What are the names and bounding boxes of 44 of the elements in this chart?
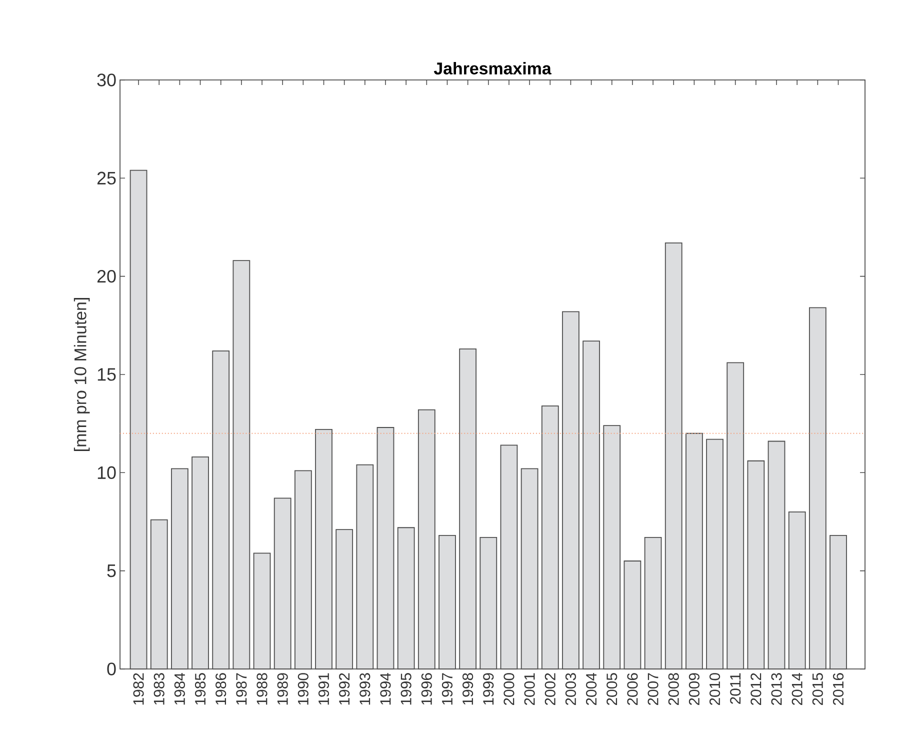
x-tick-label: 1983	[154, 673, 164, 705]
x-tick-label: 2014	[792, 672, 802, 705]
x-tick-label: 2009	[688, 673, 700, 705]
x-tick-label: 2011	[730, 673, 741, 704]
x-tick-label: 2004	[586, 672, 597, 705]
x-tick-label: 2012	[750, 673, 762, 705]
x-tick-label: 2000	[504, 673, 514, 705]
x-tick-label: 1986	[216, 673, 226, 705]
x-tick-label: 1997	[442, 673, 453, 705]
x-tick-label: 2006	[627, 673, 638, 705]
x-tick-label: 1988	[256, 673, 268, 705]
y-tick-label: 5	[107, 564, 116, 578]
chart-title: Jahresmaxima	[434, 62, 552, 74]
x-tick-label: 2003	[565, 673, 576, 705]
x-tick-label: 2015	[812, 673, 823, 705]
x-tick-label: 2016	[832, 673, 844, 705]
x-tick-label: 2001	[524, 673, 535, 705]
x-tick-label: 1989	[277, 673, 288, 705]
x-tick-label: 1990	[298, 673, 308, 705]
y-axis-title: [mm pro 10 Minuten]	[74, 298, 90, 451]
x-tick-label: 1991	[318, 673, 330, 705]
x-tick-label: 1987	[236, 673, 247, 705]
x-tick-label: 1992	[339, 673, 350, 705]
y-tick-label: 20	[97, 270, 116, 283]
x-tick-label: 1996	[421, 673, 432, 705]
x-tick-label: 1994	[380, 672, 391, 705]
y-tick-label: 25	[97, 172, 116, 184]
x-tick-label: 1985	[194, 673, 206, 705]
x-tick-label: 1982	[133, 673, 144, 705]
x-tick-label: 1998	[462, 673, 474, 705]
x-tick-label: 2013	[771, 673, 782, 705]
x-tick-label: 2008	[668, 673, 679, 705]
x-tick-label: 1984	[174, 672, 185, 705]
y-tick-label: 10	[98, 466, 116, 479]
y-tick-label: 0	[107, 662, 116, 676]
x-tick-label: 2002	[544, 673, 556, 705]
x-tick-label: 2005	[606, 673, 618, 705]
x-tick-label: 2010	[709, 673, 720, 705]
y-tick-label: 30	[97, 74, 116, 86]
x-tick-label: 2007	[648, 673, 658, 705]
x-tick-label: 1993	[360, 673, 370, 705]
y-tick-label: 15	[98, 368, 116, 381]
x-tick-label: 1995	[400, 673, 412, 705]
x-tick-label: 1999	[483, 673, 494, 705]
